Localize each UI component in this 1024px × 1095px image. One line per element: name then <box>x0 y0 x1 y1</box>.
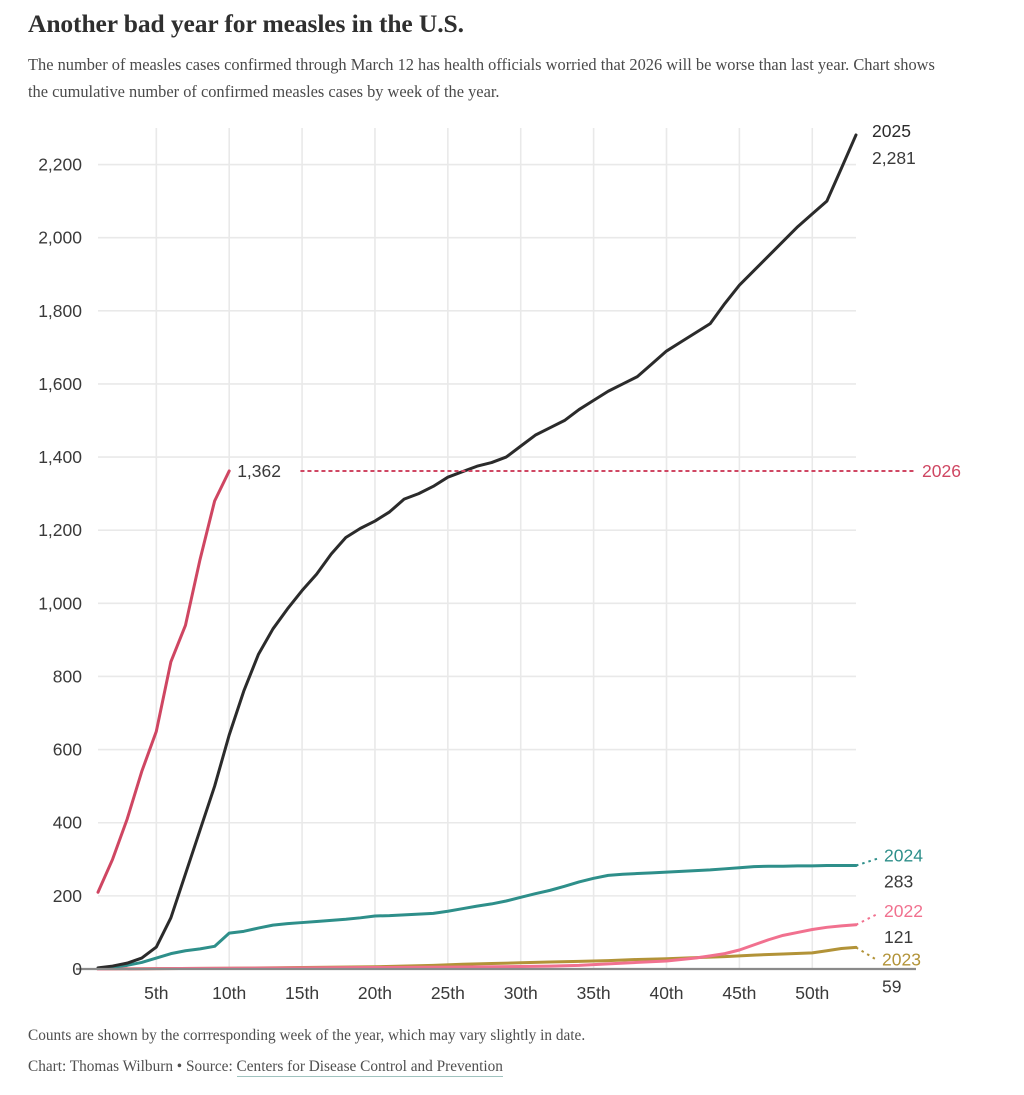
series-label-2026: 2026 <box>922 461 961 481</box>
y-axis-tick-labels: 0 200 400 600 800 1,000 1,200 1,400 1,600 1,800 2,… <box>38 155 82 979</box>
measles-line-chart: 0 200 400 600 800 1,000 1,200 1,400 1,600 1,800 2,… <box>38 121 961 1003</box>
series-value-2025: 2,281 <box>872 148 916 168</box>
y-axis-tick-label: 1,200 <box>38 520 82 540</box>
chart-subtitle: The number of measles cases confirmed th… <box>28 55 935 101</box>
y-axis-tick-label: 0 <box>72 959 82 979</box>
chart-footnotes: Counts are shown by the corrresponding w… <box>28 1024 988 1078</box>
series-line-2022 <box>96 923 858 971</box>
y-axis-tick-label: 2,200 <box>38 155 82 175</box>
y-axis-tick-label: 1,600 <box>38 374 82 394</box>
y-axis-tick-label: 600 <box>53 740 82 760</box>
x-axis-tick-label: 50th <box>795 983 829 1003</box>
series-value-2022: 121 <box>884 927 913 947</box>
gridlines <box>98 128 856 970</box>
series-line-2026 <box>96 469 231 894</box>
y-axis-tick-label: 200 <box>53 886 82 906</box>
x-axis-tick-label: 20th <box>358 983 392 1003</box>
y-axis-tick-label: 1,800 <box>38 301 82 321</box>
y-axis-tick-label: 1,400 <box>38 447 82 467</box>
x-axis-tick-label: 15th <box>285 983 319 1003</box>
series-line-2025 <box>96 133 858 970</box>
y-axis-tick-label: 2,000 <box>38 228 82 248</box>
chart-plot-area: 0 200 400 600 800 1,000 1,200 1,400 1,600 1,800 2,… <box>28 113 996 1003</box>
footnote-credit: Chart: Thomas Wilburn • Source: Centers … <box>28 1048 988 1079</box>
series-annotations: 1,362 2026 2025 2,281 2024 283 2022 121 2023 59 <box>237 121 961 996</box>
series-label-2023: 2023 <box>882 950 921 970</box>
x-axis-tick-label: 30th <box>504 983 538 1003</box>
source-link[interactable]: Centers for Disease Control and Preventi… <box>236 1057 503 1077</box>
x-axis-tick-label: 40th <box>649 983 683 1003</box>
x-axis-tick-label: 5th <box>144 983 168 1003</box>
y-axis-tick-label: 400 <box>53 813 82 833</box>
footnote-note: Counts are shown by the corrresponding w… <box>28 1027 586 1044</box>
leader-line-2024 <box>855 857 879 867</box>
x-axis-tick-labels: 5th 10th 15th 20th 25th 30th 35th 40th 45th 50th <box>144 983 829 1003</box>
x-axis-tick-label: 10th <box>212 983 246 1003</box>
leader-line-2023 <box>855 946 877 961</box>
x-axis-tick-label: 45th <box>722 983 756 1003</box>
x-axis-tick-label: 25th <box>431 983 465 1003</box>
y-axis-tick-label: 1,000 <box>38 594 82 614</box>
annotation-2026-peak-value: 1,362 <box>237 461 281 481</box>
series-lines <box>96 133 858 971</box>
series-line-2024 <box>96 864 858 971</box>
series-value-2023: 59 <box>882 977 901 997</box>
x-axis-tick-label: 35th <box>577 983 611 1003</box>
page-title: Another bad year for measles in the U.S. <box>28 9 464 38</box>
series-label-2022: 2022 <box>884 901 923 921</box>
leader-line-2022 <box>855 913 879 926</box>
series-value-2024: 283 <box>884 872 913 892</box>
credit-prefix: Chart: Thomas Wilburn • Source: <box>28 1057 237 1075</box>
series-label-2025: 2025 <box>872 121 911 141</box>
y-axis-tick-label: 800 <box>53 667 82 687</box>
series-label-2024: 2024 <box>884 846 923 866</box>
